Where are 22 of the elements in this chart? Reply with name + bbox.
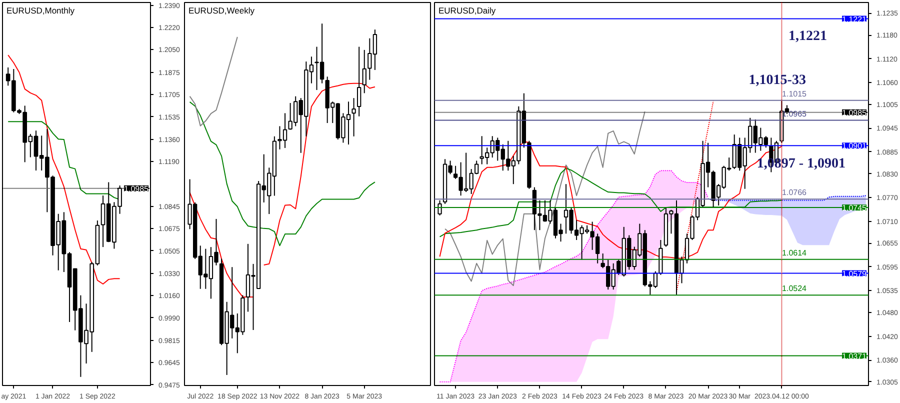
ref-line-label: 1.0745 bbox=[842, 203, 868, 212]
line-series bbox=[444, 111, 646, 286]
chart-title: EURUSD,Monthly bbox=[6, 6, 76, 16]
annotation: 1,1221 bbox=[788, 29, 827, 44]
ref-line-label: 1.0901 bbox=[842, 142, 868, 151]
ref-line-label: 1.0985 bbox=[124, 184, 150, 194]
candlestick bbox=[362, 49, 366, 94]
line-series bbox=[8, 54, 120, 284]
ref-line-label: 1.1015 bbox=[782, 89, 808, 98]
ref-line-label: 1.0614 bbox=[782, 248, 808, 258]
ref-line-label: 1.0766 bbox=[782, 188, 808, 198]
candlestick bbox=[356, 46, 362, 117]
ref-line-label: 1.0371 bbox=[842, 352, 868, 361]
chart-title: EURUSD,Daily bbox=[438, 6, 496, 16]
ref-line-label: 1.0579 bbox=[842, 269, 868, 278]
ref-line-label: 1.0985 bbox=[842, 108, 868, 118]
chart-title: EURUSD,Weekly bbox=[188, 6, 256, 16]
ref-line-label: 1.0524 bbox=[782, 284, 808, 294]
candlestick bbox=[438, 200, 442, 216]
ref-line-label: 1.1221 bbox=[842, 14, 868, 24]
candlestick bbox=[352, 98, 356, 137]
annotation: 1,1015-33 bbox=[748, 73, 806, 88]
